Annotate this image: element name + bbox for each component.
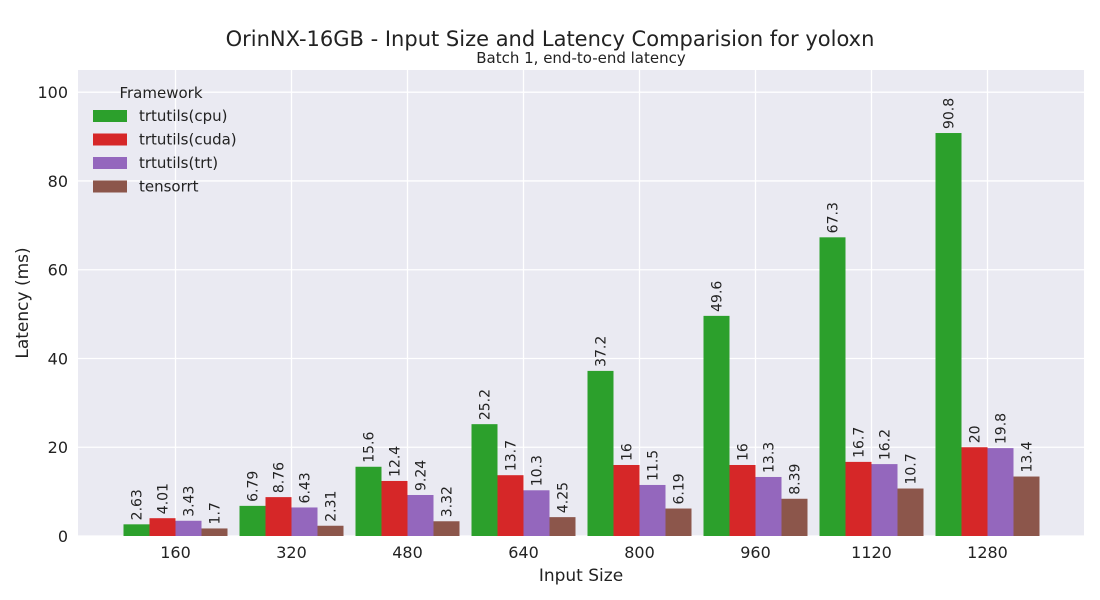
chart-title: OrinNX-16GB - Input Size and Latency Com…: [226, 27, 875, 51]
bar-value-label: 15.6: [362, 432, 378, 463]
legend-swatch: [93, 110, 127, 122]
y-tick-label: 20: [48, 438, 68, 457]
bar: [961, 447, 988, 536]
bar-value-label: 25.2: [478, 389, 494, 420]
bar: [613, 464, 640, 536]
bar-value-label: 9.24: [414, 460, 430, 491]
bar-value-label: 10.3: [530, 455, 546, 486]
x-tick-label: 480: [392, 543, 423, 562]
x-tick-label: 960: [740, 543, 771, 562]
y-tick-label: 40: [48, 349, 68, 368]
bar: [497, 475, 524, 536]
bar: [549, 517, 576, 536]
legend-label: trtutils(trt): [139, 154, 218, 172]
bar-value-label: 20: [968, 425, 984, 443]
bar: [265, 497, 292, 536]
bar: [987, 448, 1014, 536]
chart-subtitle: Batch 1, end-to-end latency: [476, 49, 686, 67]
bar-value-label: 13.4: [1020, 441, 1036, 472]
bar: [201, 528, 228, 536]
y-tick-label: 80: [48, 172, 68, 191]
bar-value-label: 2.31: [324, 491, 340, 522]
grid-lines: [78, 70, 1084, 537]
bar: [317, 525, 344, 536]
bar-value-label: 16: [620, 443, 636, 461]
bar-value-label: 3.43: [182, 486, 198, 517]
bar-value-label: 16.2: [878, 429, 894, 460]
bar-value-label: 19.8: [994, 413, 1010, 444]
bar-value-label: 37.2: [594, 336, 610, 367]
bar-value-label: 11.5: [646, 450, 662, 481]
bar: [523, 490, 550, 536]
bar-value-label: 4.25: [556, 482, 572, 513]
legend-swatch: [93, 157, 127, 169]
bar-value-label: 1.7: [208, 502, 224, 524]
bar: [897, 488, 924, 536]
bar-value-label: 6.43: [298, 472, 314, 503]
bar-value-label: 16.7: [852, 427, 868, 458]
bar-value-label: 2.63: [130, 489, 146, 520]
legend-title: Framework: [119, 84, 202, 102]
bar: [291, 507, 318, 536]
bar: [703, 315, 730, 536]
bar-value-label: 67.3: [826, 202, 842, 233]
bar: [935, 133, 962, 537]
bar-value-label: 10.7: [904, 453, 920, 484]
bar-value-label: 4.01: [156, 483, 172, 514]
bar-value-label: 90.8: [942, 98, 958, 129]
x-tick-label: 160: [160, 543, 191, 562]
bar: [471, 424, 498, 536]
bar-value-label: 8.76: [272, 462, 288, 493]
bar-value-label: 49.6: [710, 281, 726, 312]
bar: [175, 520, 202, 536]
legend-label: tensorrt: [139, 178, 199, 196]
bar: [871, 464, 898, 536]
bar: [381, 480, 408, 536]
x-tick-label: 1120: [851, 543, 892, 562]
bar-value-label: 13.3: [762, 442, 778, 473]
y-ticks: 0 20 40 60 80 100: [37, 83, 68, 546]
bar: [355, 466, 382, 536]
bar-value-label: 12.4: [388, 446, 404, 477]
x-tick-label: 800: [624, 543, 655, 562]
legend-label: trtutils(cuda): [139, 131, 237, 149]
y-tick-label: 0: [58, 527, 68, 546]
legend-label: trtutils(cpu): [139, 107, 227, 125]
legend-swatch: [93, 133, 127, 146]
y-axis-label: Latency (ms): [13, 247, 33, 358]
bars: [123, 133, 1040, 537]
bar-value-label: 6.79: [246, 471, 262, 502]
bar: [819, 237, 846, 536]
x-tick-label: 320: [276, 543, 307, 562]
bar: [123, 524, 150, 536]
bar: [755, 476, 782, 536]
bar: [639, 484, 666, 536]
bar-value-label: 3.32: [440, 486, 456, 517]
bar-labels: 2.63 6.79 15.6 25.2 37.2 49.6 67.3 90.8 4.01 8.76…: [130, 98, 1036, 525]
bar: [781, 498, 808, 536]
bar: [433, 521, 460, 536]
bar: [665, 508, 692, 536]
y-tick-label: 100: [37, 83, 68, 102]
legend-swatch: [93, 180, 127, 193]
bar: [149, 518, 176, 536]
bar-value-label: 6.19: [672, 473, 688, 504]
bar-value-label: 16: [736, 443, 752, 461]
x-axis-label: Input Size: [539, 566, 623, 586]
bar: [587, 370, 614, 536]
bar-value-label: 8.39: [788, 464, 804, 495]
bar-value-label: 13.7: [504, 440, 520, 471]
x-tick-label: 640: [508, 543, 539, 562]
plot-area: [78, 70, 1084, 536]
legend: Framework trtutils(cpu) trtutils(cuda) trt…: [93, 84, 237, 196]
bar: [239, 505, 266, 536]
bar: [1013, 476, 1040, 536]
bar: [845, 461, 872, 536]
x-ticks: 160 320 480 640 800 960 1120 1280: [160, 543, 1008, 562]
bar: [407, 494, 434, 536]
bar: [729, 464, 756, 536]
y-tick-label: 60: [48, 261, 68, 280]
x-tick-label: 1280: [967, 543, 1008, 562]
